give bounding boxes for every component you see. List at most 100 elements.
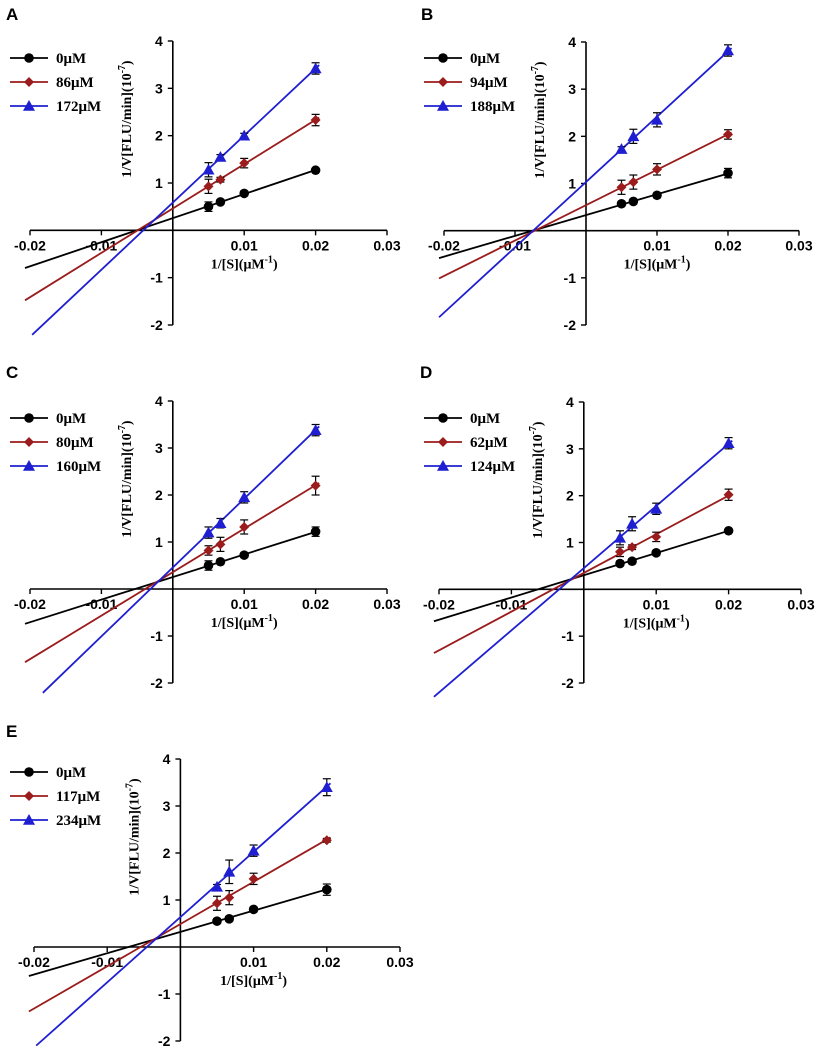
y-axis-title: 1/V[FLU/min](10-7) <box>124 778 142 896</box>
x-tick-label: 0.02 <box>715 596 742 612</box>
series-2: 188μM <box>424 44 734 318</box>
data-point <box>628 177 639 188</box>
fit-line <box>24 167 320 269</box>
legend-label: 234μM <box>56 813 101 829</box>
fit-line <box>433 492 733 654</box>
y-axis-title: 1/V[FLU/min](10-7) <box>117 60 135 178</box>
data-point <box>615 558 625 569</box>
data-point <box>247 844 260 856</box>
data-point <box>310 165 321 176</box>
panel-letter: B <box>421 5 433 24</box>
legend-label: 0μM <box>56 765 86 781</box>
panel-d: D-0.02 -0.01 0.01 0.02 0.03-2-112341/[S](μM-… <box>420 363 815 698</box>
fit-line <box>35 782 332 1047</box>
legend-marker <box>24 77 34 87</box>
x-axis-title-end: ) <box>686 258 691 273</box>
fit-line <box>24 482 320 663</box>
x-tick-label: 0.02 <box>302 596 329 612</box>
legend-label: 117μM <box>56 789 100 805</box>
y-tick-label: -2 <box>561 675 574 691</box>
data-point <box>651 531 662 542</box>
data-point <box>215 556 226 567</box>
panel-a: A-0.02 -0.01 0.01 0.02 0.03-2-112341/[S](μM-… <box>6 5 401 336</box>
data-point <box>203 201 214 212</box>
y-tick-label: -2 <box>158 1033 171 1049</box>
x-tick-label: -0.01 <box>85 596 117 612</box>
data-point <box>722 437 735 449</box>
y-axis-title-sup: -7 <box>528 426 539 434</box>
y-tick-label: -1 <box>561 628 574 644</box>
x-axis-title-main: 1/[S](μM <box>624 258 678 273</box>
y-axis-title-sup: -7 <box>117 65 128 73</box>
data-point <box>627 542 638 553</box>
fit-line <box>24 529 320 625</box>
x-axis-title: 1/[S](μM-1) <box>211 254 278 272</box>
y-axis-title: 1/V[FLU/min](10-7) <box>528 421 546 539</box>
y-tick-label: 4 <box>155 393 163 409</box>
x-tick-label: 0.01 <box>231 237 258 253</box>
panel-c: C-0.02 -0.01 0.01 0.02 0.03-2-112341/[S](μM-… <box>6 363 401 694</box>
x-tick-label: 0.02 <box>714 238 741 254</box>
y-axis-title-main: 1/V[FLU/min](10 <box>127 791 142 895</box>
y-tick-label: 3 <box>163 798 171 814</box>
data-point <box>626 517 639 529</box>
data-point <box>214 517 227 528</box>
y-tick-label: 2 <box>163 845 171 861</box>
fit-line <box>24 116 320 302</box>
data-point <box>215 197 226 207</box>
series-2: 172μM <box>10 62 322 336</box>
x-axis-title-end: ) <box>273 257 278 272</box>
data-point <box>223 865 236 877</box>
x-tick-label: 0.01 <box>240 954 267 970</box>
data-point <box>211 880 223 892</box>
y-axis-title-main: 1/V[FLU/min](10 <box>533 74 548 178</box>
x-tick-label: -0.01 <box>495 596 527 612</box>
data-point <box>320 781 333 792</box>
fit-line <box>433 528 733 623</box>
x-tick-label: 0.02 <box>302 237 329 253</box>
legend-label: 94μM <box>470 75 508 91</box>
y-axis-title: 1/V[FLU/min](10-7) <box>530 61 548 179</box>
y-axis-title-end: ) <box>120 60 135 65</box>
legend-label: 0μM <box>470 411 500 427</box>
data-point <box>212 898 222 909</box>
y-tick-label: 3 <box>566 441 574 457</box>
y-tick-label: 3 <box>568 81 576 97</box>
data-point <box>723 129 733 140</box>
legend-label: 80μM <box>56 435 94 451</box>
data-point <box>650 502 663 514</box>
legend-marker <box>24 53 34 63</box>
x-axis-title: 1/[S](μM-1) <box>211 613 278 631</box>
data-point <box>615 143 628 154</box>
series-2: 234μM <box>10 778 333 1047</box>
x-axis-title-sup: -1 <box>677 613 685 624</box>
data-point <box>616 198 627 209</box>
x-tick-label: -0.01 <box>85 237 117 253</box>
data-point <box>616 182 627 193</box>
x-tick-label: 0.03 <box>373 596 400 612</box>
x-axis-title-sup: -1 <box>265 613 273 624</box>
data-point <box>310 480 321 491</box>
series-0: 0μM <box>10 411 321 625</box>
y-tick-label: 4 <box>566 394 574 410</box>
x-tick-label: 0.01 <box>231 596 258 612</box>
fit-line <box>438 131 732 280</box>
legend-marker <box>24 767 34 777</box>
x-axis-title-main: 1/[S](μM <box>211 616 265 631</box>
x-tick-label: 0.03 <box>386 954 413 970</box>
data-point <box>239 158 250 169</box>
fit-line <box>433 440 733 698</box>
y-tick-label: 2 <box>566 488 574 504</box>
legend-marker <box>23 100 35 111</box>
x-tick-label: 0.01 <box>643 238 670 254</box>
y-axis-title-sup: -7 <box>530 66 541 74</box>
x-tick-label: -0.02 <box>428 238 460 254</box>
x-axis-title-main: 1/[S](μM <box>623 616 677 631</box>
series-0: 0μM <box>10 51 321 269</box>
panel-letter: C <box>6 363 18 382</box>
data-point <box>202 526 215 538</box>
data-point <box>248 904 259 915</box>
y-axis-title-end: ) <box>531 421 546 426</box>
x-tick-label: -0.02 <box>18 954 50 970</box>
x-axis-title: 1/[S](μM-1) <box>220 971 287 989</box>
